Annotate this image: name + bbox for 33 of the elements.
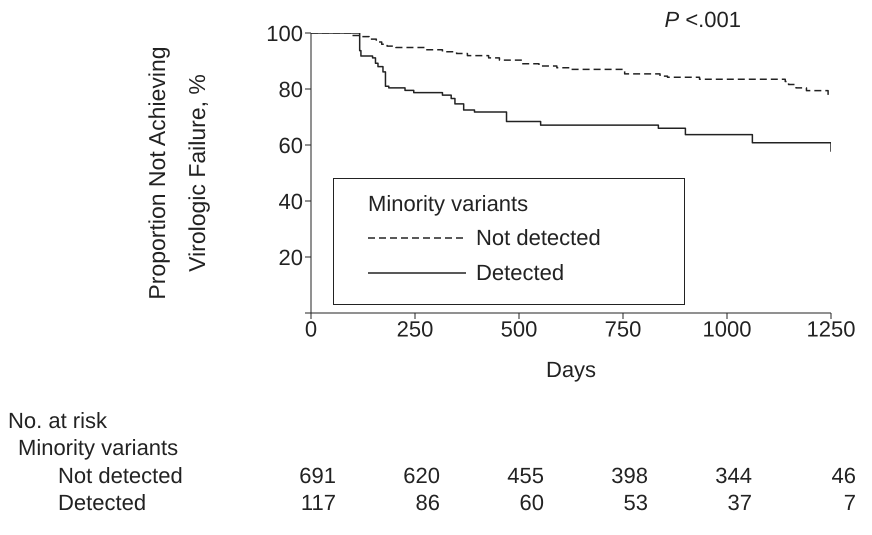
y-tick-label: 100 [266,20,303,46]
x-tick-label: 1000 [702,316,752,342]
text: 344 [715,463,752,488]
text: 620 [403,463,440,488]
y-tick-label: 40 [278,188,303,214]
legend-title: Minority variants [368,191,528,217]
text: 86 [416,490,440,515]
y-axis-title: Proportion Not Achieving Virologic Failure, % [144,46,210,300]
text: Not detected [58,463,183,488]
text: 37 [728,490,752,515]
text: P <.001 [664,7,741,32]
text: Detected [58,490,146,515]
text: 398 [611,463,648,488]
legend-label: Not detected [476,225,601,251]
y-tick-label: 60 [278,132,303,158]
text: 53 [624,490,648,515]
text: No. at risk [8,408,108,433]
text: 455 [507,463,544,488]
y-tick-label: 20 [278,244,303,270]
x-tick-label: 250 [396,316,434,342]
x-tick-label: 500 [500,316,538,342]
text: 60 [520,490,544,515]
text: Minority variants [18,435,178,460]
x-tick-label: 1250 [806,316,856,342]
x-tick-label: 0 [304,316,318,342]
legend-label: Detected [476,260,564,286]
text: 46 [832,463,856,488]
x-axis-title: Days [546,357,596,382]
text: 117 [300,490,336,515]
x-tick-label: 750 [604,316,642,342]
text: 7 [844,490,856,515]
y-tick-label: 80 [278,76,303,102]
text: 691 [299,463,336,488]
